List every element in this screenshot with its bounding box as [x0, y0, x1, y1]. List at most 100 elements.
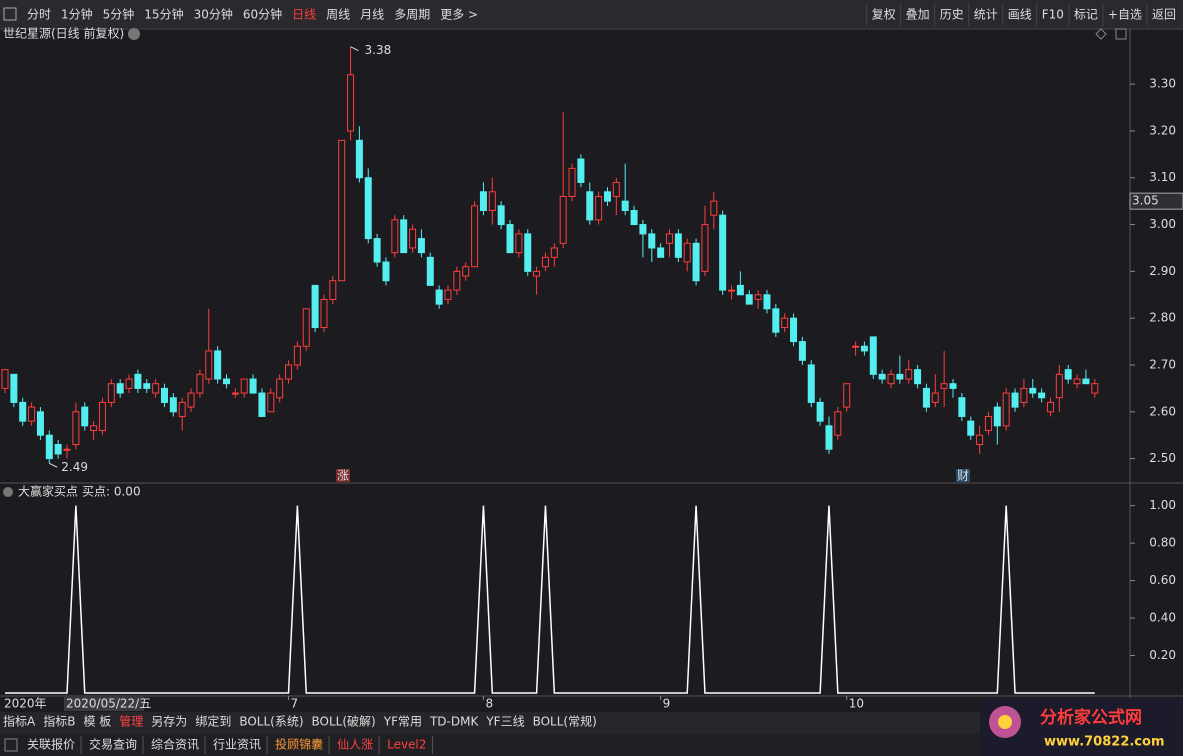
candle-body [612, 181, 620, 197]
tool-button[interactable]: 统计 [974, 8, 998, 22]
tab-button[interactable]: 交易查询 [89, 737, 137, 752]
candle-body [719, 214, 727, 291]
tool-button[interactable]: 画线 [1008, 8, 1032, 22]
candle-body [329, 280, 337, 300]
period-button[interactable]: 多周期 [394, 8, 430, 22]
indicator-dropdown[interactable] [3, 487, 13, 497]
candle-body [36, 411, 44, 436]
candle-body [1055, 373, 1063, 399]
y-tick-label: 3.20 [1149, 123, 1176, 137]
period-button[interactable]: 日线 [292, 8, 316, 22]
period-button[interactable]: 分时 [27, 8, 51, 22]
candle-body [550, 247, 558, 258]
top-bar [0, 0, 1183, 29]
candle-body [763, 294, 771, 310]
cursor-date: 2020/05/22/五 [66, 697, 151, 711]
candle-body [949, 383, 957, 389]
candle-body [506, 224, 514, 254]
tool-button[interactable]: 标记 [1074, 8, 1098, 22]
tab-button[interactable]: 管理 [119, 714, 143, 729]
tab-button[interactable]: 关联报价 [27, 737, 75, 752]
tab-button[interactable]: 绑定到 [195, 714, 231, 729]
candle-body [524, 233, 532, 272]
tabs-icon[interactable] [4, 738, 18, 752]
candle-body [98, 401, 106, 432]
tab-button[interactable]: 指标B [43, 714, 75, 729]
price-tag-bg [1129, 192, 1183, 210]
candle-body [515, 233, 523, 254]
title-dropdown[interactable] [128, 28, 140, 40]
year-label: 2020年 [4, 697, 47, 711]
candle-body [231, 392, 239, 395]
menu-icon[interactable] [3, 7, 17, 21]
candle-body [825, 425, 833, 450]
tab-button[interactable]: 综合资讯 [151, 737, 199, 752]
y-tick-label: 2.90 [1149, 264, 1176, 278]
period-button[interactable]: 1分钟 [61, 7, 93, 22]
tool-button[interactable]: 复权 [872, 8, 896, 22]
candle-body [391, 219, 399, 254]
tab-button[interactable]: TD-DMK [429, 715, 479, 729]
candle-body [143, 383, 151, 389]
tab-button[interactable]: 投顾锦囊 [275, 737, 323, 752]
period-button[interactable]: 周线 [326, 8, 350, 22]
candle-body [320, 298, 328, 329]
candle-body [152, 383, 160, 394]
logo-flower-center [998, 715, 1012, 729]
candle-body [914, 369, 922, 385]
tab-button[interactable]: YF三线 [485, 715, 524, 729]
candle-body [364, 177, 372, 240]
tool-button[interactable]: +自选 [1108, 8, 1142, 22]
tab-button[interactable]: BOLL(常规) [533, 714, 597, 729]
candle-body [453, 270, 461, 291]
candle-body [249, 378, 257, 394]
candle-body [63, 448, 71, 451]
tab-button[interactable]: 指标A [3, 714, 36, 729]
candle-body [205, 350, 213, 380]
tab-button[interactable]: BOLL(破解) [312, 714, 376, 729]
period-button[interactable]: 更多 > [440, 8, 478, 22]
period-button[interactable]: 60分钟 [243, 7, 282, 22]
indicator-readout: 买点: 0.00 [82, 485, 141, 499]
candle-body [710, 200, 718, 216]
candle-body [878, 373, 886, 380]
tab-button[interactable]: 另存为 [151, 715, 187, 729]
candle-body [1, 369, 9, 389]
candle-body [462, 266, 470, 277]
candle-body [595, 195, 603, 221]
candle-body [54, 444, 62, 455]
tool-button[interactable]: 历史 [940, 8, 964, 22]
candle-body [1091, 383, 1099, 394]
period-button[interactable]: 月线 [360, 8, 384, 22]
candle-body [984, 415, 992, 432]
tab-button[interactable]: 仙人涨 [337, 737, 373, 752]
candle-body [116, 383, 124, 394]
tab-button[interactable]: BOLL(系统) [239, 715, 303, 729]
panel-icon[interactable] [1095, 28, 1107, 40]
tab-button[interactable]: YF常用 [383, 715, 422, 729]
tab-button[interactable]: 模 板 [83, 715, 111, 729]
candle-body [258, 392, 266, 417]
period-button[interactable]: 5分钟 [103, 7, 135, 22]
candle-body [1020, 387, 1028, 403]
candle-body [772, 308, 780, 333]
panel-icon[interactable] [1115, 28, 1127, 40]
tool-button[interactable]: 叠加 [906, 8, 930, 22]
tab-button[interactable]: 行业资讯 [213, 738, 261, 752]
candle-body [409, 228, 417, 249]
candle-body [869, 336, 877, 375]
x-tick-label: 8 [485, 697, 493, 711]
candle-body [125, 378, 133, 389]
tool-button[interactable]: 返回 [1152, 8, 1176, 22]
tool-button[interactable]: F10 [1042, 8, 1064, 22]
candle-body [621, 200, 629, 212]
candle-body [435, 289, 443, 305]
candle-body [781, 317, 789, 329]
event-marker: 涨 [337, 468, 349, 483]
period-button[interactable]: 30分钟 [194, 7, 233, 22]
candle-body [276, 378, 284, 399]
period-button[interactable]: 15分钟 [144, 7, 183, 22]
low-label: 2.49 [61, 460, 88, 474]
tab-button[interactable]: Level2 [387, 738, 426, 752]
candle-body [993, 406, 1001, 427]
